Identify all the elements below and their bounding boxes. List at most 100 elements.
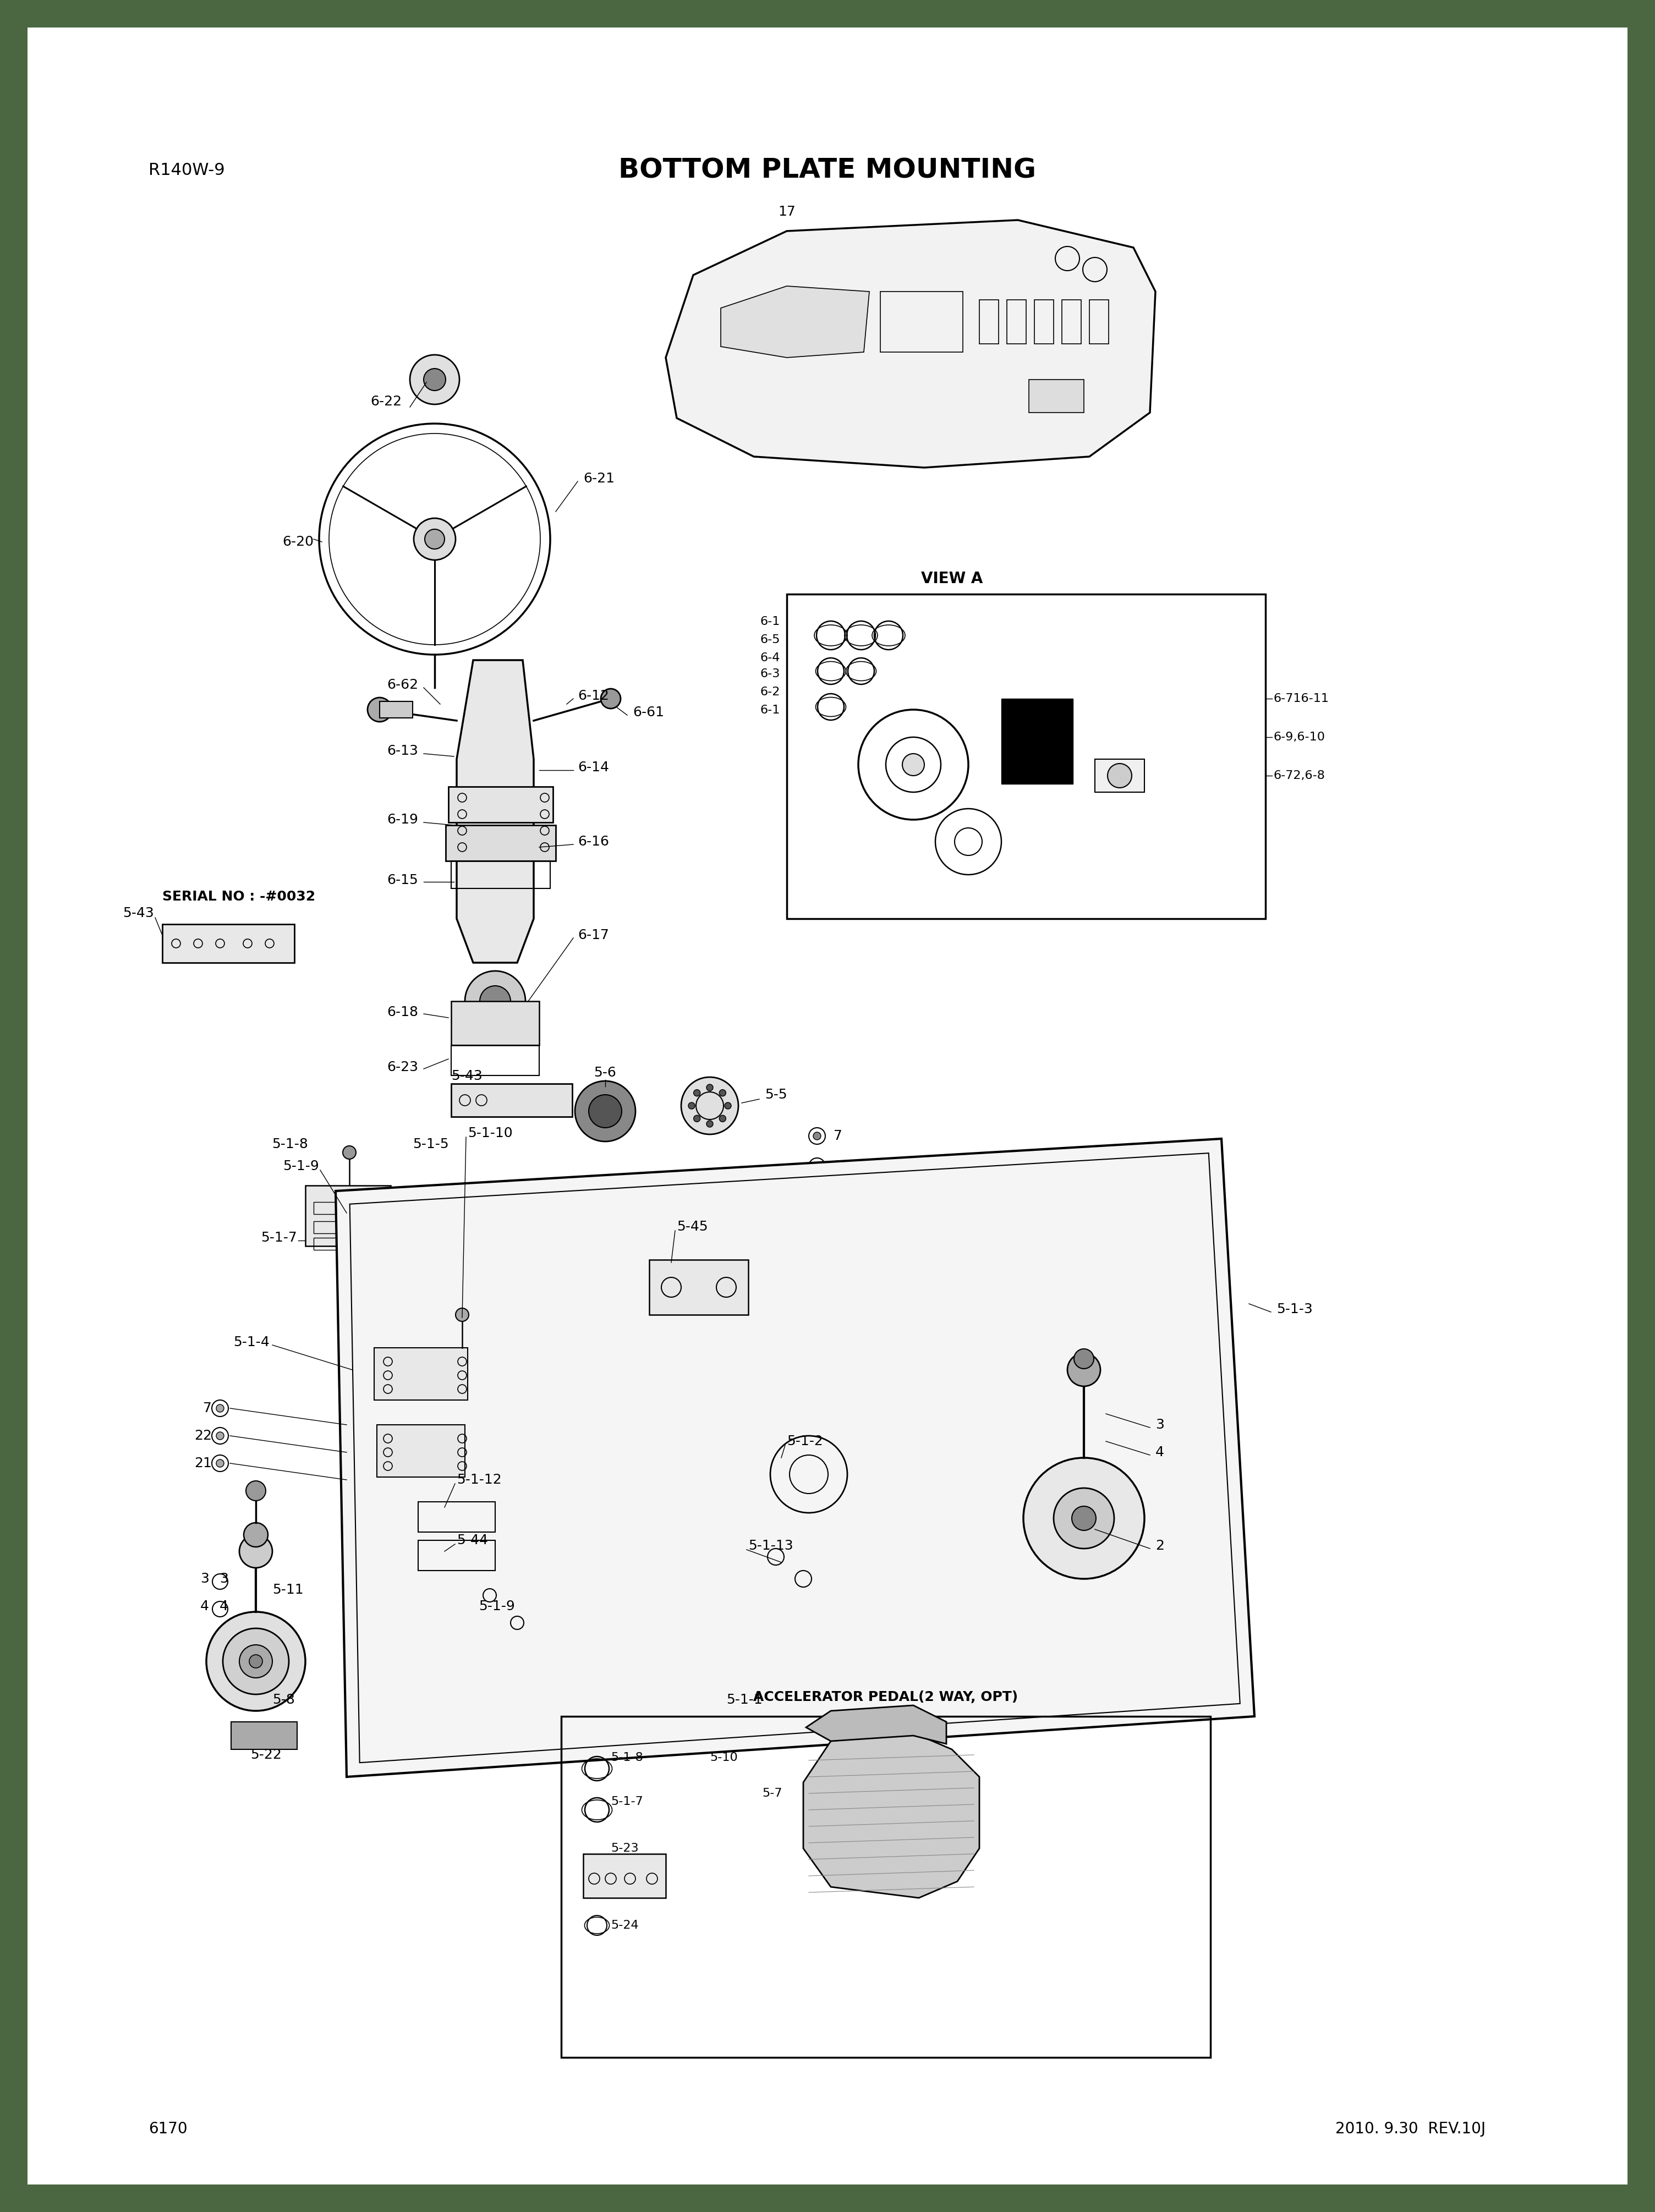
Circle shape: [465, 971, 525, 1031]
Bar: [980, 301, 998, 343]
Bar: [1096, 759, 1144, 792]
Text: 2010. 9.30  REV.10J: 2010. 9.30 REV.10J: [1336, 2121, 1486, 2137]
Circle shape: [1054, 1489, 1114, 1548]
Circle shape: [410, 354, 460, 405]
Text: 6-13: 6-13: [387, 743, 419, 757]
Bar: [162, 925, 295, 962]
Text: 6-23: 6-23: [387, 1060, 419, 1073]
Text: 6-3: 6-3: [760, 668, 780, 679]
Text: 5-23: 5-23: [611, 1843, 639, 1854]
Text: 5-43: 5-43: [452, 1068, 482, 1082]
Circle shape: [813, 1192, 821, 1201]
Text: 5-1-6: 5-1-6: [847, 1166, 884, 1179]
Text: 5-1-7: 5-1-7: [611, 1796, 644, 1807]
Text: 5-1-10: 5-1-10: [468, 1126, 513, 1139]
Text: 6-4: 6-4: [760, 653, 780, 664]
Bar: [1006, 301, 1026, 343]
Circle shape: [367, 697, 392, 721]
Text: 5-1-5: 5-1-5: [412, 1137, 449, 1150]
Text: 6-17: 6-17: [578, 929, 609, 942]
Circle shape: [223, 1628, 290, 1694]
Polygon shape: [665, 219, 1155, 467]
Text: A: A: [458, 743, 467, 754]
Bar: [1089, 301, 1109, 343]
Bar: [583, 1854, 665, 1898]
Text: 5-1-8: 5-1-8: [271, 1137, 308, 1150]
Text: 4: 4: [220, 1599, 228, 1613]
Bar: [379, 701, 412, 719]
Text: 6-15: 6-15: [387, 874, 419, 887]
Circle shape: [1107, 763, 1132, 787]
Circle shape: [688, 1102, 695, 1108]
Text: 6-5: 6-5: [760, 635, 780, 646]
Circle shape: [682, 1077, 738, 1135]
Circle shape: [813, 1161, 821, 1170]
Circle shape: [601, 688, 621, 708]
Text: 5-45: 5-45: [677, 1221, 708, 1234]
Circle shape: [693, 1115, 700, 1121]
Circle shape: [480, 987, 511, 1018]
Bar: [649, 1261, 748, 1314]
Circle shape: [240, 1646, 273, 1679]
Text: 6-19: 6-19: [387, 814, 419, 827]
Text: 5-1-7: 5-1-7: [261, 1232, 298, 1245]
Bar: [1034, 301, 1054, 343]
Text: 6-716-11: 6-716-11: [1274, 692, 1329, 703]
Text: 22: 22: [834, 1159, 851, 1172]
Text: 7: 7: [834, 1130, 842, 1144]
Text: 2: 2: [1155, 1540, 1163, 1553]
Text: 3: 3: [200, 1573, 209, 1586]
Text: BOTTOM PLATE MOUNTING: BOTTOM PLATE MOUNTING: [619, 157, 1036, 184]
Text: 21: 21: [194, 1458, 212, 1471]
Circle shape: [725, 1102, 732, 1108]
Text: 5-1-9: 5-1-9: [478, 1599, 515, 1613]
Text: ACCELERATOR PEDAL(2 WAY, OPT): ACCELERATOR PEDAL(2 WAY, OPT): [753, 1690, 1018, 1703]
Bar: [452, 1046, 540, 1075]
Bar: [232, 1721, 298, 1750]
Circle shape: [343, 1146, 356, 1159]
Bar: [0, 0, 1655, 27]
Text: 6-62: 6-62: [387, 679, 419, 692]
Bar: [0, 0, 28, 2212]
Circle shape: [240, 1535, 273, 1568]
Circle shape: [1067, 1354, 1101, 1387]
Circle shape: [414, 518, 455, 560]
Circle shape: [217, 1460, 223, 1467]
Text: 5-1-12: 5-1-12: [457, 1473, 501, 1486]
Bar: [1029, 380, 1084, 414]
Circle shape: [207, 1613, 306, 1710]
Circle shape: [707, 1121, 713, 1128]
Text: 6-16: 6-16: [578, 836, 609, 847]
Bar: [452, 860, 549, 889]
Text: 6-21: 6-21: [583, 471, 614, 484]
Text: 17: 17: [778, 206, 796, 219]
Text: 5-1-2: 5-1-2: [786, 1436, 823, 1449]
Text: 6170: 6170: [149, 2121, 187, 2137]
Circle shape: [1072, 1506, 1096, 1531]
Text: 6-1: 6-1: [760, 617, 780, 628]
Circle shape: [1023, 1458, 1144, 1579]
Circle shape: [693, 1091, 700, 1097]
Circle shape: [813, 1133, 821, 1139]
Text: 6-9,6-10: 6-9,6-10: [1274, 732, 1326, 743]
Text: 22: 22: [194, 1429, 212, 1442]
Text: 21: 21: [834, 1190, 851, 1203]
Circle shape: [217, 1405, 223, 1411]
Circle shape: [589, 1095, 622, 1128]
Circle shape: [720, 1115, 727, 1121]
Bar: [452, 1002, 540, 1046]
Circle shape: [425, 529, 445, 549]
Polygon shape: [803, 1732, 980, 1898]
Bar: [449, 787, 553, 823]
Text: 5-1-8: 5-1-8: [611, 1752, 644, 1763]
Text: 6-12: 6-12: [578, 690, 609, 703]
Text: 3: 3: [220, 1573, 228, 1586]
Text: 6-22: 6-22: [371, 396, 402, 409]
Text: 5-6: 5-6: [594, 1066, 616, 1079]
Text: 6-18: 6-18: [387, 1006, 419, 1020]
Text: 5-5: 5-5: [765, 1088, 788, 1102]
Bar: [445, 825, 556, 860]
Bar: [452, 1084, 573, 1117]
Text: 5-44: 5-44: [457, 1533, 488, 1546]
Circle shape: [720, 1091, 727, 1097]
